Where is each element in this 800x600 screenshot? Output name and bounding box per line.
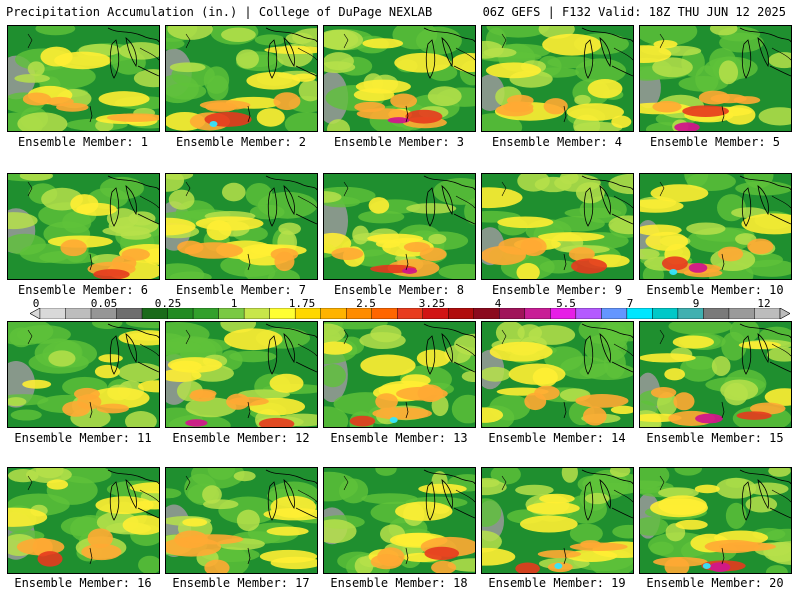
colorbar-tick-label: 4	[494, 297, 502, 310]
ensemble-member-label: Ensemble Member: 14	[488, 431, 626, 445]
ensemble-member-map	[7, 321, 160, 428]
colorbar-tick-label: 2.5	[356, 297, 376, 310]
ensemble-member-map	[165, 467, 318, 574]
ensemble-member-map	[481, 467, 634, 574]
ensemble-member-label: Ensemble Member: 6	[17, 283, 149, 297]
ensemble-member-label: Ensemble Member: 4	[491, 135, 623, 149]
colorbar-tick-label: 1	[230, 297, 238, 310]
ensemble-member-map	[323, 173, 476, 280]
precip-colorbar	[30, 308, 790, 319]
ensemble-member-label: Ensemble Member: 7	[175, 283, 307, 297]
ensemble-member-map	[481, 321, 634, 428]
ensemble-member-map	[639, 173, 792, 280]
ensemble-member-map	[639, 467, 792, 574]
ensemble-member-map	[7, 25, 160, 132]
ensemble-member-label: Ensemble Member: 2	[175, 135, 307, 149]
ensemble-member-label: Ensemble Member: 20	[646, 576, 784, 590]
ensemble-member-map	[165, 321, 318, 428]
ensemble-member-map	[323, 321, 476, 428]
ensemble-member-map	[165, 25, 318, 132]
ensemble-member-map	[481, 25, 634, 132]
ensemble-member-label: Ensemble Member: 15	[646, 431, 784, 445]
colorbar-tick-label: 5.5	[556, 297, 576, 310]
ensemble-member-label: Ensemble Member: 16	[14, 576, 152, 590]
ensemble-member-map	[323, 467, 476, 574]
ensemble-member-label: Ensemble Member: 1	[17, 135, 149, 149]
colorbar-tick-label: 0	[32, 297, 40, 310]
colorbar-swatch	[499, 308, 526, 319]
ensemble-member-map	[7, 173, 160, 280]
colorbar-tick-label: 9	[692, 297, 700, 310]
colorbar-swatch	[192, 308, 219, 319]
colorbar-swatch	[39, 308, 66, 319]
run-valid-time: 06Z GEFS | F132 Valid: 18Z THU JUN 12 20…	[482, 5, 786, 19]
ensemble-member-label: Ensemble Member: 18	[330, 576, 468, 590]
colorbar-tick-label: 0.25	[154, 297, 182, 310]
colorbar-swatch	[677, 308, 704, 319]
colorbar-swatch	[728, 308, 755, 319]
colorbar-tick-label: 12	[757, 297, 771, 310]
colorbar-swatch	[243, 308, 270, 319]
map-title: Precipitation Accumulation (in.) | Colle…	[6, 5, 433, 19]
colorbar-tick-label: 3.25	[418, 297, 446, 310]
ensemble-member-label: Ensemble Member: 8	[333, 283, 465, 297]
ensemble-member-label: Ensemble Member: 3	[333, 135, 465, 149]
colorbar-right-arrow	[779, 308, 790, 319]
ensemble-member-label: Ensemble Member: 19	[488, 576, 626, 590]
ensemble-member-label: Ensemble Member: 13	[330, 431, 468, 445]
ensemble-member-map	[481, 173, 634, 280]
colorbar-swatch	[116, 308, 143, 319]
ensemble-member-map	[639, 25, 792, 132]
ensemble-member-map	[323, 25, 476, 132]
ensemble-member-map	[7, 467, 160, 574]
ensemble-member-map	[165, 173, 318, 280]
ensemble-member-label: Ensemble Member: 17	[172, 576, 310, 590]
colorbar-swatch	[703, 308, 730, 319]
ensemble-member-label: Ensemble Member: 5	[649, 135, 781, 149]
colorbar-swatch	[524, 308, 551, 319]
colorbar-tick-label: 7	[626, 297, 634, 310]
ensemble-member-label: Ensemble Member: 10	[646, 283, 784, 297]
ensemble-member-map	[639, 321, 792, 428]
colorbar-swatch	[448, 308, 474, 319]
colorbar-tick-label: 1.75	[288, 297, 316, 310]
colorbar-swatch	[320, 308, 347, 319]
colorbar-swatch	[601, 308, 628, 319]
colorbar-swatch	[575, 308, 602, 319]
ensemble-member-label: Ensemble Member: 11	[14, 431, 152, 445]
colorbar-tick-label: 0.05	[90, 297, 118, 310]
ensemble-member-label: Ensemble Member: 12	[172, 431, 310, 445]
ensemble-member-label: Ensemble Member: 9	[491, 283, 623, 297]
colorbar-swatch	[65, 308, 92, 319]
colorbar-swatch	[652, 308, 679, 319]
